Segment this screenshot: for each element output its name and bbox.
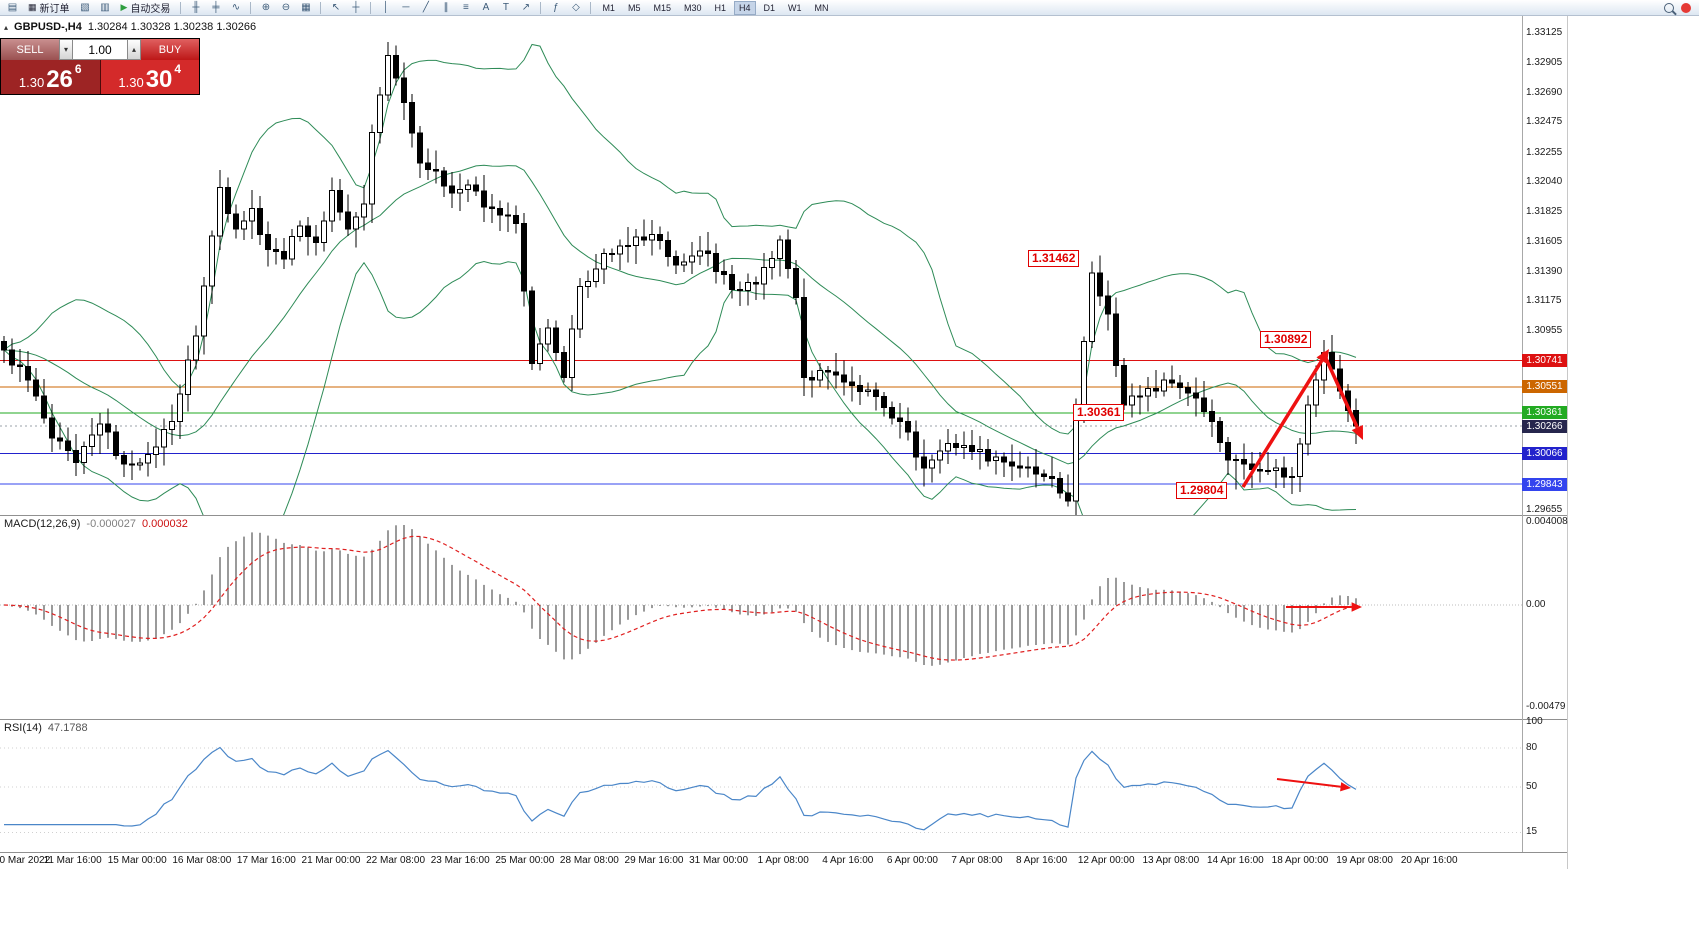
timeframe-h4[interactable]: H4 — [734, 0, 756, 15]
search-icon[interactable] — [1664, 2, 1674, 13]
price-annotation[interactable]: 1.31462 — [1028, 250, 1080, 267]
price-annotation[interactable]: 1.29804 — [1176, 482, 1228, 499]
trend-arrow[interactable] — [1241, 349, 1329, 488]
macd-histogram — [11, 525, 1357, 666]
profile-icon[interactable]: ▧ — [80, 2, 90, 13]
timeframe-m5[interactable]: M5 — [627, 2, 641, 13]
price-axis[interactable] — [1522, 16, 1567, 852]
line-chart-icon[interactable]: ∿ — [231, 2, 241, 13]
bollinger-bands — [3, 43, 1357, 515]
price-chart[interactable] — [0, 16, 1522, 515]
zoom-out-icon[interactable]: ⊖ — [281, 2, 291, 13]
macd-label: MACD(12,26,9) -0.000027 0.000032 — [4, 518, 188, 530]
label-icon[interactable]: T — [502, 2, 509, 13]
timeframe-m1[interactable]: M1 — [602, 2, 615, 13]
toolbar-separator — [180, 1, 182, 14]
symbol-title: GBPUSD-,H4 — [14, 21, 82, 33]
toolbar: ▤ ▦ 新订单 ▧ ▥ ▶ 自动交易 ╫ ╪ ∿ ⊕ ⊖ ▦ ↖ ┼ │ ─ ╱ ∥ ≡ A T ↗ ƒ ◇ M1 M5 M15 M30… — [0, 0, 1699, 16]
cursor-icon[interactable]: ↖ — [331, 2, 341, 13]
autotrading-button-label: 自动交易 — [130, 4, 171, 15]
bar-chart-icon[interactable]: ╫ — [192, 2, 200, 13]
timeframe-mn[interactable]: MN — [814, 2, 829, 13]
toolbar-separator — [590, 1, 592, 14]
text-icon[interactable]: A — [482, 2, 490, 13]
rsi-title: RSI(14) — [4, 722, 42, 734]
trend-arrow[interactable] — [1321, 351, 1363, 440]
one-click-toggle-icon[interactable]: ▴ — [4, 22, 9, 32]
macd-panel[interactable] — [0, 516, 1522, 719]
panel-separator[interactable] — [0, 719, 1567, 720]
sell-price[interactable]: 1.30 26 6 — [1, 60, 101, 94]
chart-window-icon[interactable]: ▤ — [7, 2, 18, 13]
rsi-panel[interactable] — [0, 720, 1522, 852]
buy-button[interactable]: BUY — [141, 39, 199, 60]
community-icon[interactable] — [1681, 2, 1691, 13]
vertical-line-icon[interactable]: │ — [382, 2, 390, 13]
candlesticks — [1, 41, 1359, 515]
buy-price-pipette: 4 — [174, 62, 182, 76]
toolbar-separator — [250, 1, 252, 14]
new-order-button-label: 新订单 — [39, 4, 70, 15]
price-annotation[interactable]: 1.30361 — [1073, 404, 1125, 421]
crosshair-icon[interactable]: ┼ — [352, 2, 360, 13]
arrows-dropdown-icon[interactable]: ↗ — [521, 2, 531, 13]
macd-signal-value: 0.000032 — [141, 518, 188, 530]
price-annotation[interactable]: 1.30892 — [1260, 331, 1312, 348]
panel-separator — [0, 852, 1567, 853]
panel-separator[interactable] — [0, 515, 1567, 516]
time-axis[interactable] — [0, 852, 1522, 869]
toolbar-separator — [540, 1, 542, 14]
sell-price-big: 26 — [46, 66, 73, 93]
rsi-label: RSI(14) 47.1788 — [4, 722, 88, 734]
trend-arrow[interactable] — [1286, 602, 1362, 612]
zoom-in-icon[interactable]: ⊕ — [261, 2, 271, 13]
horizontal-line-icon[interactable]: ─ — [402, 2, 410, 13]
volume-down-button[interactable]: ▾ — [59, 39, 73, 60]
buy-price[interactable]: 1.30 30 4 — [100, 60, 199, 94]
indicators-icon[interactable]: ƒ — [553, 2, 559, 13]
trendline-icon[interactable]: ╱ — [422, 2, 429, 13]
axis-divider — [1522, 16, 1523, 852]
ohlc-values: 1.30284 1.30328 1.30238 1.30266 — [87, 21, 257, 33]
rsi-line — [4, 746, 1357, 831]
trend-arrow[interactable] — [1276, 778, 1351, 792]
one-click-trading-panel: SELL ▾ ▴ BUY 1.30 26 6 1.30 30 4 — [0, 38, 200, 95]
window-edge — [1567, 16, 1568, 869]
sell-price-prefix: 1.30 — [18, 75, 45, 90]
timeframe-d1[interactable]: D1 — [763, 2, 776, 13]
timeframe-m15[interactable]: M15 — [653, 2, 671, 13]
new-order-button[interactable]: ▦ 新订单 — [24, 1, 74, 15]
rsi-value: 47.1788 — [47, 722, 88, 734]
macd-title: MACD(12,26,9) — [4, 518, 81, 530]
new-order-icon: ▦ — [28, 2, 37, 12]
volume-up-button[interactable]: ▴ — [127, 39, 141, 60]
candlestick-chart-icon[interactable]: ╪ — [212, 2, 220, 13]
autotrading-icon: ▶ — [120, 2, 128, 12]
symbol-info: ▴ GBPUSD-,H4 1.30284 1.30328 1.30238 1.3… — [4, 21, 256, 33]
toolbar-separator — [370, 1, 372, 14]
timeframe-m30[interactable]: M30 — [683, 2, 702, 13]
sell-button[interactable]: SELL — [1, 39, 59, 60]
timeframe-h1[interactable]: H1 — [714, 2, 727, 13]
volume-input[interactable] — [73, 39, 127, 60]
sell-price-pipette: 6 — [74, 62, 82, 76]
timeframe-w1[interactable]: W1 — [788, 2, 802, 13]
toolbar-separator — [320, 1, 322, 14]
macd-signal-line — [3, 535, 1357, 661]
objects-list-icon[interactable]: ◇ — [572, 2, 580, 13]
fibonacci-icon[interactable]: ≡ — [463, 2, 469, 13]
tile-windows-icon[interactable]: ▦ — [301, 2, 311, 13]
macd-main-value: -0.000027 — [86, 518, 136, 530]
channel-icon[interactable]: ∥ — [443, 2, 449, 13]
buy-price-prefix: 1.30 — [118, 75, 144, 90]
market-depth-icon[interactable]: ▥ — [100, 2, 110, 13]
autotrading-button[interactable]: ▶ 自动交易 — [117, 1, 175, 15]
buy-price-big: 30 — [145, 66, 173, 93]
